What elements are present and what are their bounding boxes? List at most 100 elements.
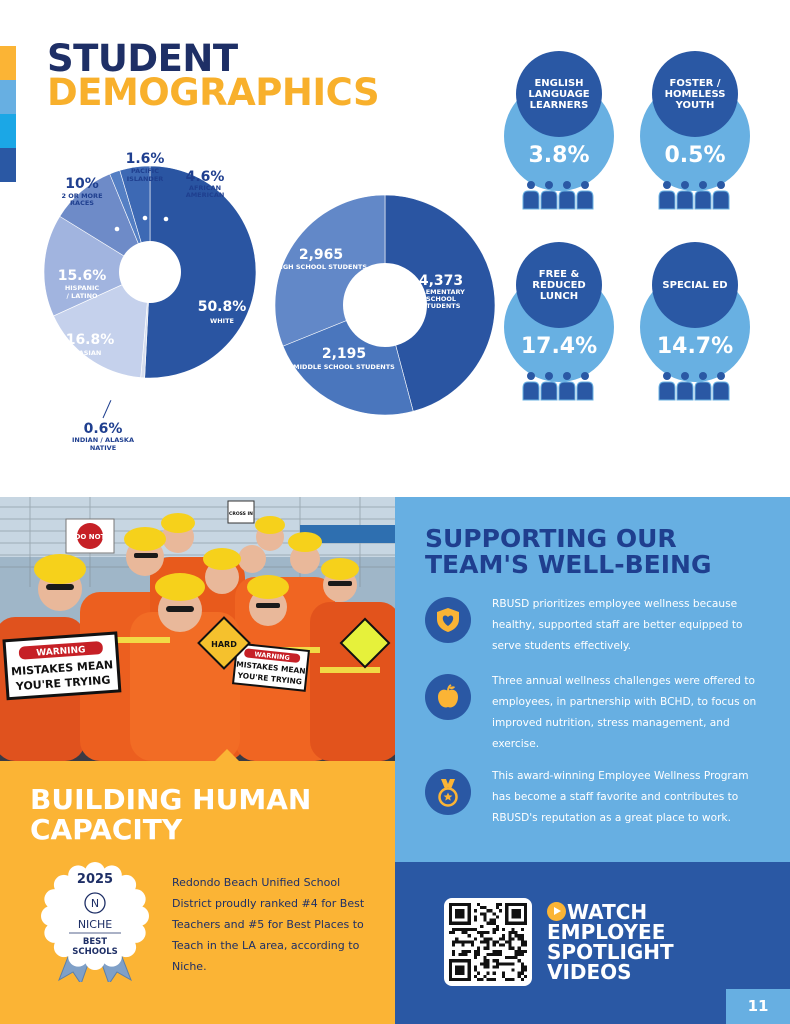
leader-line-native xyxy=(102,399,112,419)
wellbeing-title-line1: SUPPORTING OUR xyxy=(425,524,677,553)
slice-label-african-1: AFRICAN xyxy=(189,184,221,192)
niche-badge-icon: 2025 N NICHE BEST SCHOOLS xyxy=(41,862,149,982)
slice-value-native: 0.6% xyxy=(84,421,123,437)
slice-label-native-2: NATIVE xyxy=(90,444,116,452)
sign5-text: CROSS IN xyxy=(229,511,253,517)
donut-hole xyxy=(119,241,181,303)
section-pointer xyxy=(215,749,239,761)
badge-line1: BEST xyxy=(83,937,107,947)
slice-label-elementary-2: SCHOOL xyxy=(426,295,456,303)
slice-label-middle: MIDDLE SCHOOL STUDENTS xyxy=(293,363,395,371)
staff-photo: WARNING MISTAKES MEAN YOU'RE TRYING WARN… xyxy=(0,497,395,761)
stat-label: FOSTER / HOMELESS YOUTH xyxy=(652,51,738,137)
stat-value: 3.8% xyxy=(528,143,590,168)
watch-line3: SPOTLIGHT xyxy=(547,940,674,964)
slice-value-pacific: 1.6% xyxy=(126,151,165,167)
stat-value: 17.4% xyxy=(520,334,598,359)
badge-line2: SCHOOLS xyxy=(72,947,117,957)
play-icon xyxy=(547,902,566,921)
stat-label: ENGLISH LANGUAGE LEARNERS xyxy=(516,51,602,137)
slice-label-native-1: INDIAN / ALASKA xyxy=(72,436,134,444)
wellbeing-title-line2: TEAM'S WELL-BEING xyxy=(425,550,712,579)
dot-pacific xyxy=(142,215,148,221)
heart-shield-icon xyxy=(425,597,471,643)
building-capacity-section: BUILDING HUMAN CAPACITY 2025 N NICHE BES… xyxy=(0,761,395,1024)
badge-year: 2025 xyxy=(77,872,113,887)
slice-value-white: 50.8% xyxy=(198,299,247,315)
apple-icon xyxy=(425,674,471,720)
sign4-text: DO NOT xyxy=(75,533,106,541)
slice-label-pacific-1: PACIFIC xyxy=(131,167,159,175)
wellbeing-item-text: This award-winning Employee Wellness Pro… xyxy=(492,770,749,824)
award-medal-icon xyxy=(425,769,471,815)
dot-native xyxy=(108,395,114,401)
slice-label-elementary-1: ELEMENTARY xyxy=(417,288,465,296)
slice-value-middle: 2,195 xyxy=(322,346,366,362)
people-group-icon xyxy=(522,181,594,210)
building-title-line1: BUILDING HUMAN xyxy=(30,783,312,816)
slice-label-asian: ASIAN xyxy=(79,349,102,357)
sign3-text: HARD xyxy=(211,640,237,649)
slice-value-hispanic: 15.6% xyxy=(58,268,107,284)
slice-elementary xyxy=(384,194,496,412)
building-capacity-text: Redondo Beach Unified School District pr… xyxy=(172,876,365,973)
edge-tab-gold xyxy=(0,46,16,80)
wellbeing-item-text: Three annual wellness challenges were of… xyxy=(492,675,757,750)
staff-photo-illustration: WARNING MISTAKES MEAN YOU'RE TRYING WARN… xyxy=(0,497,395,761)
watch-line4: VIDEOS xyxy=(547,960,632,984)
slice-hispanic xyxy=(43,215,151,317)
badge-n-letter: N xyxy=(91,897,99,910)
wellbeing-section: SUPPORTING OUR TEAM'S WELL-BEING RBUSD p… xyxy=(395,497,790,862)
stat-value: 14.7% xyxy=(656,334,734,359)
watch-line1: WATCH xyxy=(567,900,648,924)
school-level-donut-chart: 4,373 ELEMENTARY SCHOOL STUDENTS 2,195 M… xyxy=(274,194,496,416)
wellbeing-item-text: RBUSD prioritizes employee wellness beca… xyxy=(492,598,743,652)
stat-english-learners: ENGLISH LANGUAGE LEARNERS 3.8% xyxy=(499,51,619,226)
dot-multi xyxy=(114,226,120,232)
dot-african xyxy=(163,216,169,222)
wellbeing-item-1: RBUSD prioritizes employee wellness beca… xyxy=(425,597,765,659)
slice-label-hispanic-2: / LATINO xyxy=(66,292,98,300)
slice-white xyxy=(144,165,257,379)
building-capacity-title: BUILDING HUMAN CAPACITY xyxy=(30,785,311,845)
video-qr-code[interactable] xyxy=(444,898,532,986)
badge-brand: NICHE xyxy=(78,918,112,931)
slice-label-multi-2: RACES xyxy=(70,199,94,207)
edge-tab-navy xyxy=(0,148,16,182)
watch-videos-link[interactable]: WATCH EMPLOYEE SPOTLIGHT VIDEOS xyxy=(547,902,674,982)
building-title-line2: CAPACITY xyxy=(30,813,183,846)
edge-tab-sky xyxy=(0,80,16,114)
slice-label-pacific-2: ISLANDER xyxy=(127,175,164,183)
slice-label-elementary-3: STUDENTS xyxy=(422,302,461,310)
wellbeing-item-3: This award-winning Employee Wellness Pro… xyxy=(425,769,765,831)
slice-label-high: HIGH SCHOOL STUDENTS xyxy=(275,263,367,271)
people-group-icon xyxy=(658,372,730,401)
slice-value-multi: 10% xyxy=(65,176,99,192)
spotlight-video-section: WATCH EMPLOYEE SPOTLIGHT VIDEOS xyxy=(395,862,790,1024)
stat-label: SPECIAL ED xyxy=(652,242,738,328)
slice-value-african: 4.6% xyxy=(186,169,225,185)
wellbeing-title: SUPPORTING OUR TEAM'S WELL-BEING xyxy=(425,526,712,578)
edge-tab-cyan xyxy=(0,114,16,148)
stat-free-reduced-lunch: FREE & REDUCED LUNCH 17.4% xyxy=(499,242,619,417)
slice-value-elementary: 4,373 xyxy=(419,273,463,289)
slice-value-asian: 16.8% xyxy=(66,332,115,348)
donut-hole xyxy=(343,263,427,347)
ethnicity-donut-chart: 50.8% WHITE 16.8% ASIAN 15.6% HISPANIC /… xyxy=(43,151,257,452)
page-title: STUDENT DEMOGRAPHICS xyxy=(47,37,380,114)
sign2-warning: WARNING xyxy=(254,650,290,662)
sign1-warning: WARNING xyxy=(36,645,86,658)
people-group-icon xyxy=(658,181,730,210)
page-title-line2: DEMOGRAPHICS xyxy=(47,71,380,114)
slice-label-african-2: AMERICAN xyxy=(186,191,225,199)
slice-label-hispanic-1: HISPANIC xyxy=(65,284,100,292)
page-title-line1: STUDENT xyxy=(47,37,238,80)
watch-line2: EMPLOYEE xyxy=(547,920,666,944)
stat-value: 0.5% xyxy=(664,143,726,168)
slice-label-multi-1: 2 OR MORE xyxy=(61,192,102,200)
stat-label: FREE & REDUCED LUNCH xyxy=(516,242,602,328)
slice-value-high: 2,965 xyxy=(299,247,343,263)
slice-label-white: WHITE xyxy=(210,317,234,325)
wellbeing-item-2: Three annual wellness challenges were of… xyxy=(425,674,765,750)
stat-foster-homeless: FOSTER / HOMELESS YOUTH 0.5% xyxy=(635,51,755,226)
